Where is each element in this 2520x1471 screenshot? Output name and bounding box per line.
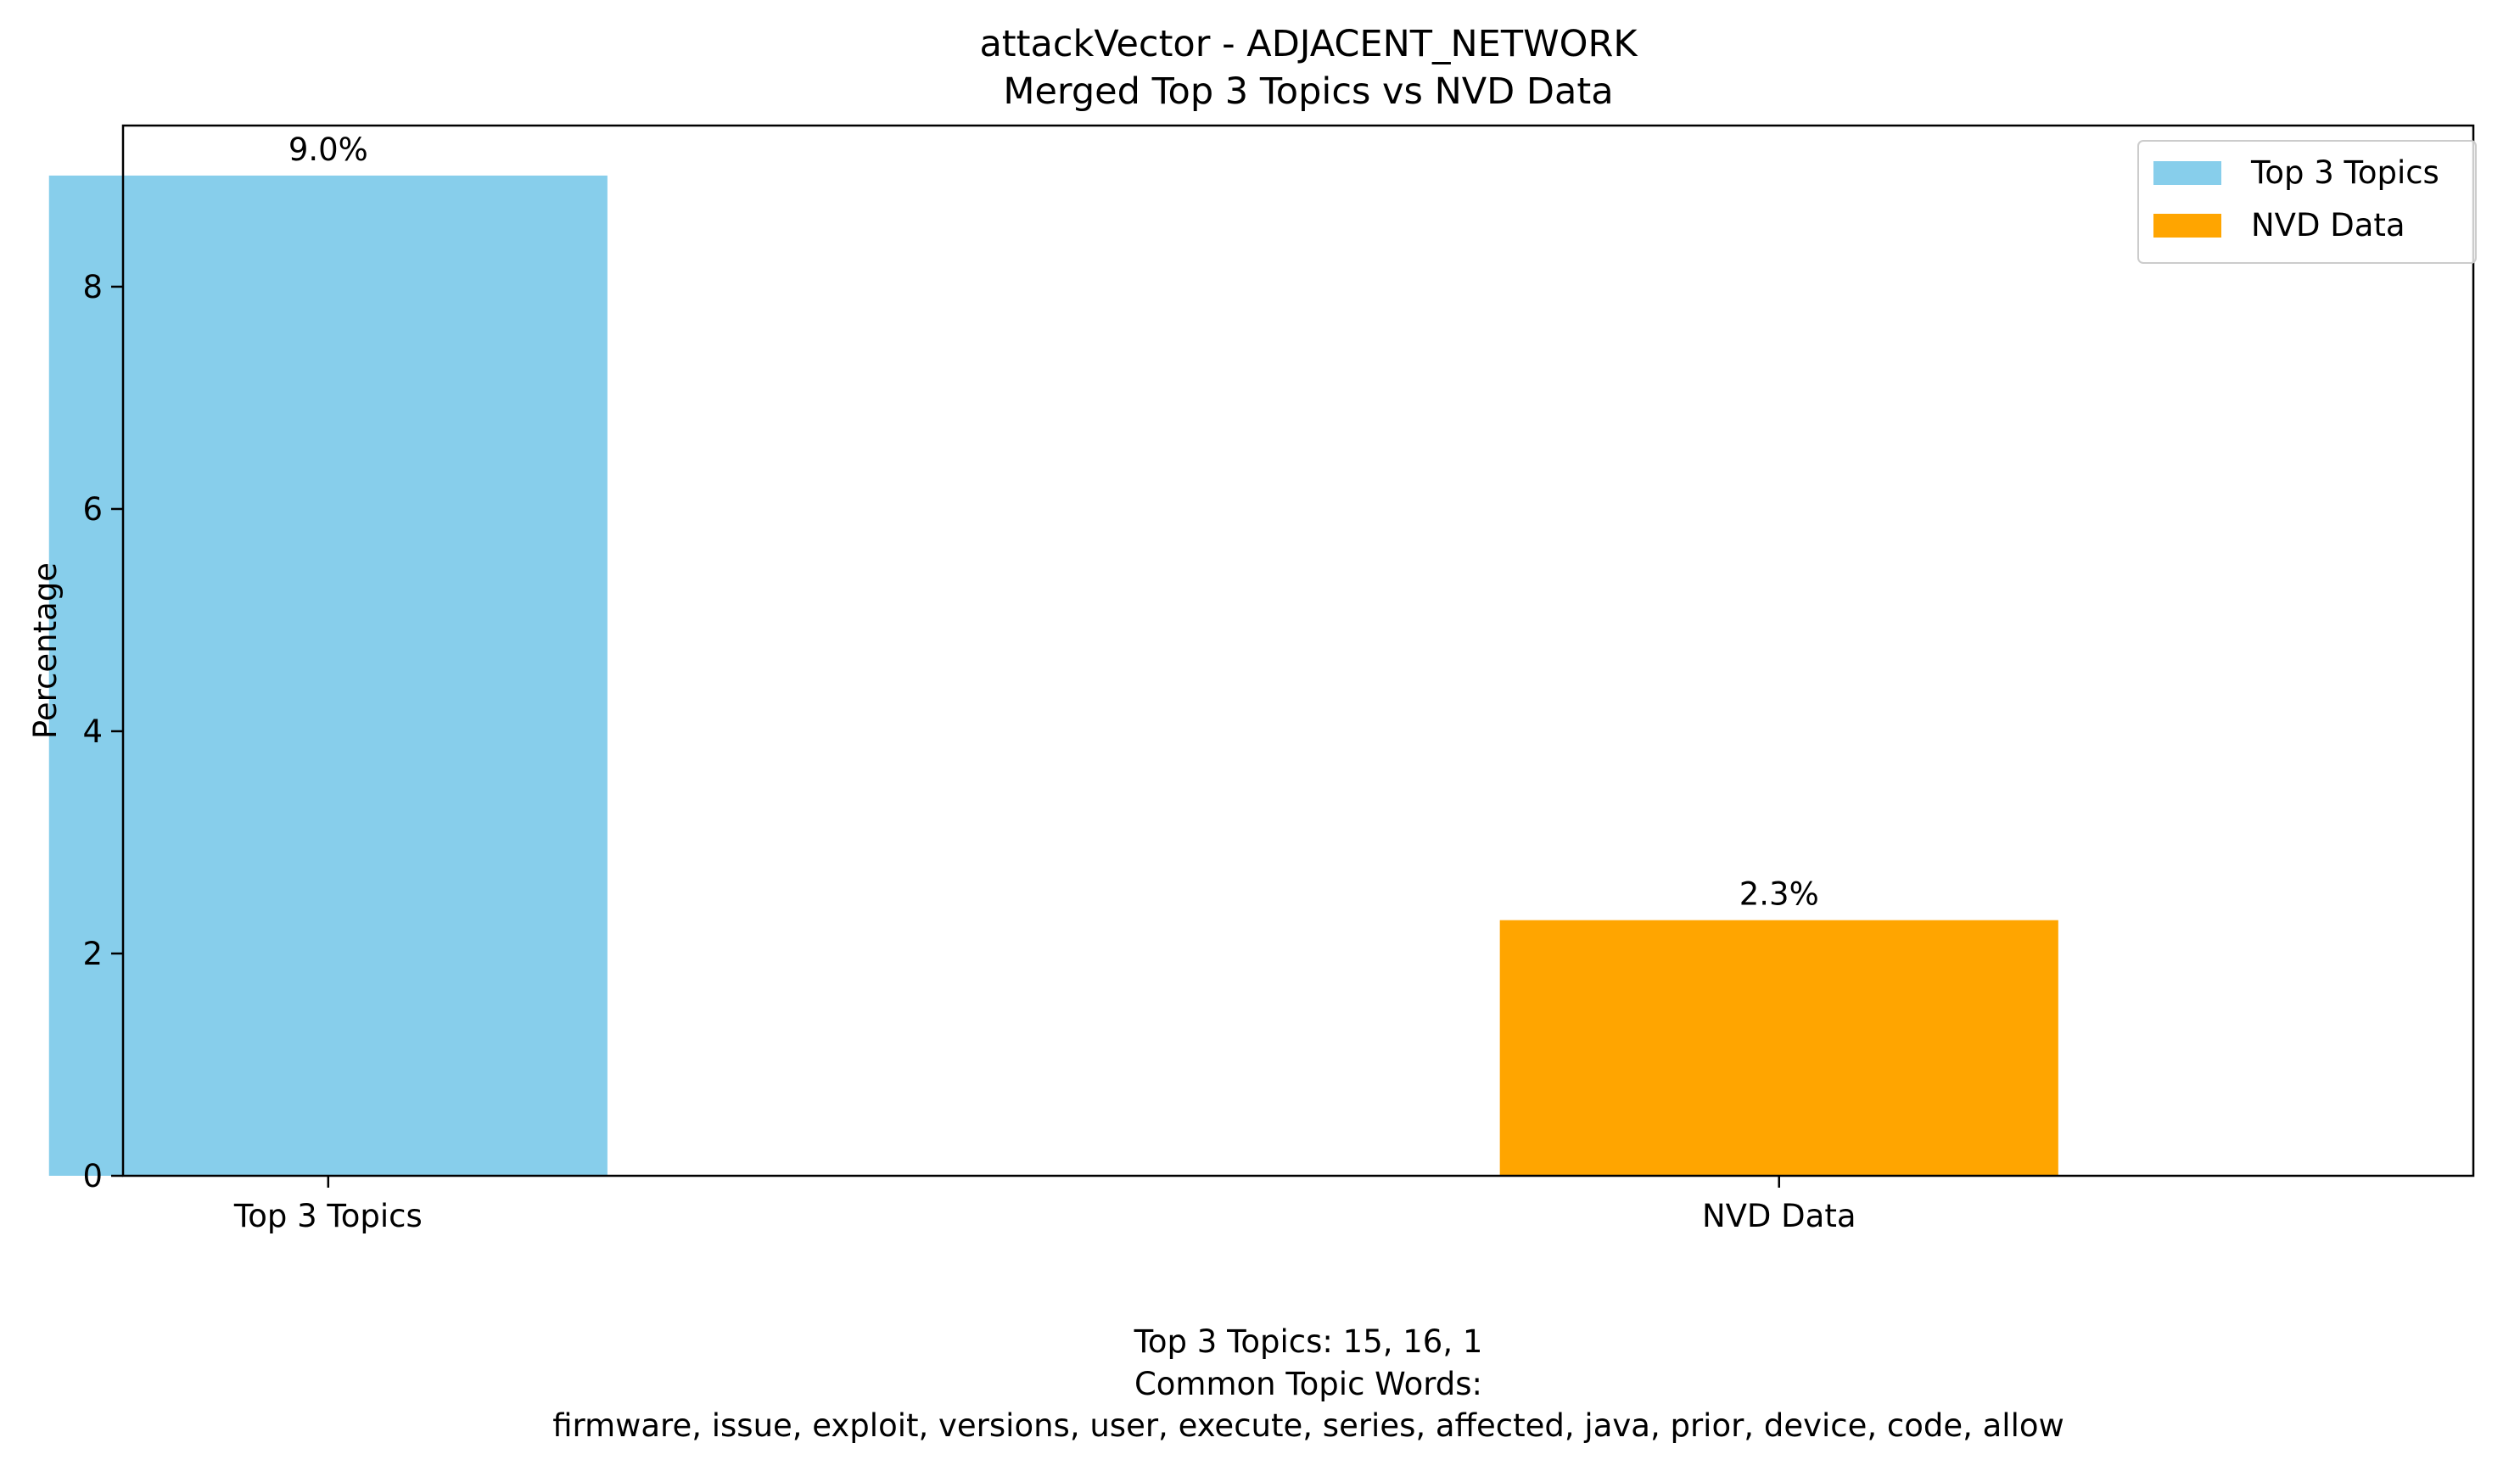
- caption-words-heading: Common Topic Words:: [1134, 1366, 1482, 1402]
- x-tick-label-0: Top 3 Topics: [233, 1198, 423, 1234]
- data-labels-layer: 9.0% 2.3%: [288, 131, 1819, 913]
- y-axis-label: Percentage: [27, 562, 64, 739]
- bar-1: [1499, 920, 2058, 1176]
- legend: Top 3 Topics NVD Data: [2137, 140, 2477, 264]
- y-tick-label-3: 6: [82, 491, 103, 528]
- legend-label-0: Top 3 Topics: [2250, 154, 2439, 191]
- x-tick-label-1: NVD Data: [1702, 1198, 1856, 1234]
- legend-label-1: NVD Data: [2251, 207, 2405, 243]
- y-axis: 0 2 4 6 8: [82, 269, 123, 1194]
- bar-0: [48, 175, 608, 1176]
- x-axis: Top 3 Topics NVD Data: [233, 1176, 1856, 1234]
- legend-swatch-0: [2153, 161, 2221, 185]
- data-label-0: 9.0%: [288, 131, 368, 168]
- legend-swatch-1: [2153, 214, 2221, 238]
- y-tick-label-0: 0: [82, 1158, 103, 1194]
- caption-topics: Top 3 Topics: 15, 16, 1: [1134, 1323, 1483, 1360]
- y-tick-label-2: 4: [82, 713, 103, 750]
- chart-title: attackVector - ADJACENT_NETWORK: [979, 23, 1638, 65]
- bars-layer: [48, 175, 2058, 1176]
- y-tick-label-1: 2: [82, 936, 103, 972]
- caption: Top 3 Topics: 15, 16, 1 Common Topic Wor…: [552, 1323, 2064, 1444]
- legend-box: [2137, 140, 2477, 264]
- chart-subtitle: Merged Top 3 Topics vs NVD Data: [1003, 70, 1613, 113]
- plot-frame: [121, 124, 2475, 1177]
- caption-words: firmware, issue, exploit, versions, user…: [552, 1407, 2064, 1444]
- data-label-1: 2.3%: [1739, 876, 1819, 913]
- y-tick-label-4: 8: [82, 269, 103, 305]
